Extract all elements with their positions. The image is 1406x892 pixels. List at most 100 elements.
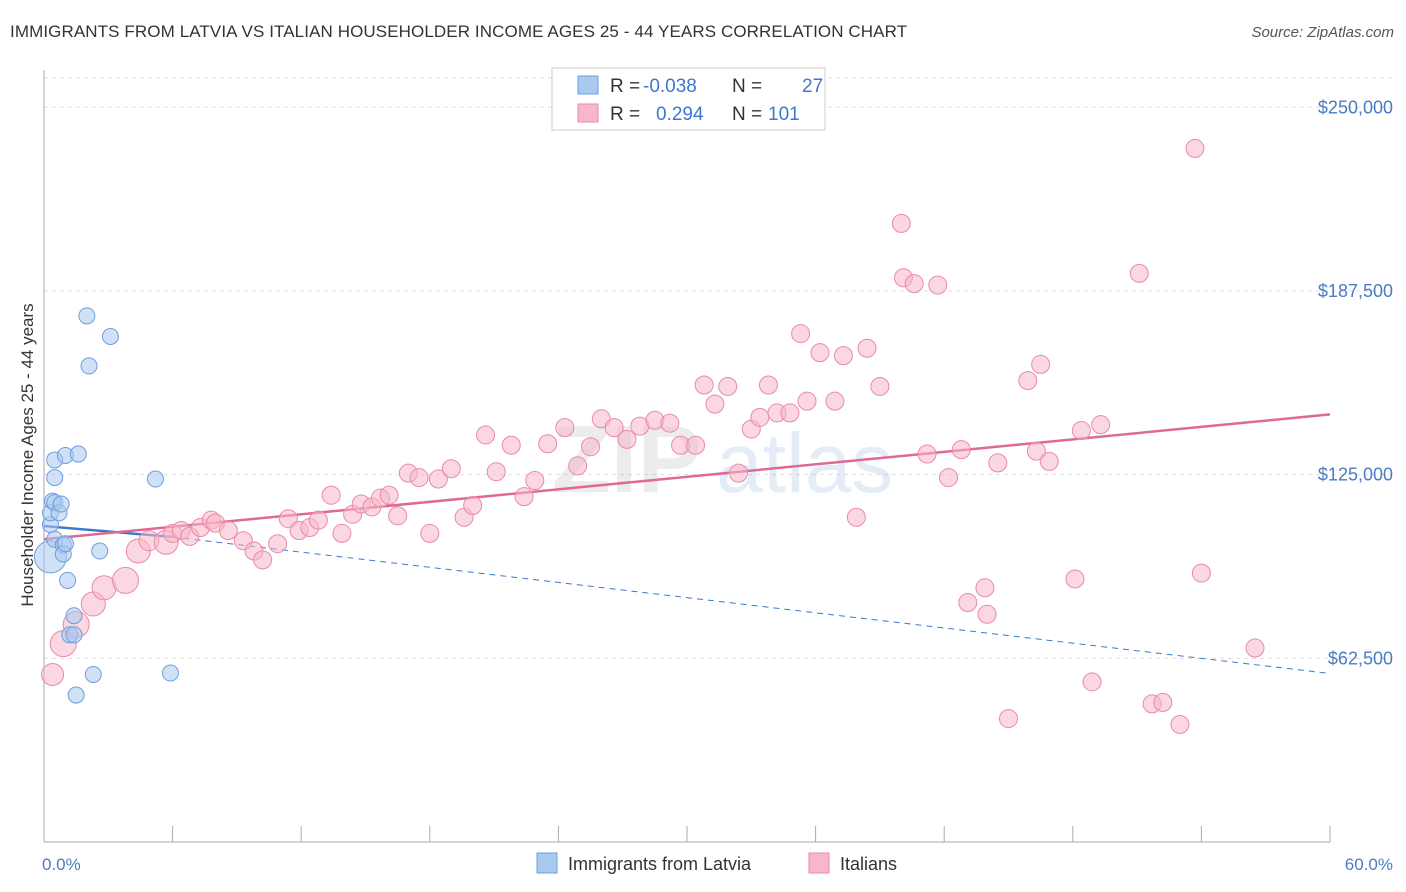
trend-line-dashed-0	[172, 536, 1326, 674]
italians-point	[1065, 569, 1085, 589]
italians-point	[958, 592, 978, 612]
italians-point	[486, 462, 506, 482]
y-tick-label: $187,500	[1318, 281, 1393, 301]
italians-point	[604, 418, 624, 438]
italians-point	[1082, 672, 1102, 692]
italians-point	[420, 523, 440, 543]
italians-point	[728, 463, 748, 483]
italians-point	[1153, 692, 1173, 712]
legend-n-value-2: 101	[768, 104, 800, 125]
italians-point	[686, 435, 706, 455]
data-points	[33, 138, 1265, 734]
italians-point	[797, 391, 817, 411]
italians-point	[870, 376, 890, 396]
y-tick-label: $125,000	[1318, 465, 1393, 485]
italians-point	[694, 375, 714, 395]
italians-point	[758, 375, 778, 395]
italians-point	[1039, 451, 1059, 471]
italians-point	[999, 709, 1018, 729]
italians-point	[846, 507, 866, 527]
legend-r-label-2: R =	[610, 104, 640, 125]
x-tick-labels: 0.0% 60.0%	[42, 855, 1393, 874]
legend-n-value-1: 27	[802, 76, 823, 97]
italians-point	[111, 566, 139, 594]
italians-point	[581, 437, 601, 457]
legend-r-value-1: -0.038	[643, 76, 697, 97]
italians-point	[428, 469, 448, 489]
italians-point	[1170, 714, 1190, 734]
italians-point	[514, 487, 534, 507]
legend-swatch-latvia	[577, 75, 599, 95]
italians-point	[379, 485, 399, 505]
italians-point	[568, 456, 588, 476]
italians-point	[308, 510, 328, 530]
italians-point	[388, 506, 408, 526]
italians-point	[555, 418, 575, 438]
x-tick-label-min: 0.0%	[42, 855, 81, 874]
y-tick-label: $62,500	[1328, 648, 1393, 668]
legend-r-label-1: R =	[610, 76, 640, 97]
italians-point	[1031, 354, 1051, 374]
italians-point	[321, 485, 341, 505]
bottom-legend-label-latvia: Immigrants from Latvia	[568, 854, 752, 874]
latvia-point	[65, 626, 83, 644]
italians-point	[525, 471, 545, 491]
italians-point	[718, 376, 738, 396]
italians-point	[1185, 138, 1205, 158]
italians-point	[1245, 638, 1265, 658]
italians-point	[268, 534, 288, 554]
italians-point	[951, 440, 971, 460]
italians-point	[441, 459, 461, 479]
legend-r-value-2: 0.294	[656, 104, 704, 125]
latvia-point	[52, 495, 70, 513]
italians-point	[1091, 415, 1111, 435]
latvia-point	[161, 664, 179, 682]
trend-line-1	[43, 413, 1331, 541]
latvia-point	[80, 357, 98, 375]
italians-point	[977, 604, 997, 624]
italians-point	[750, 407, 770, 427]
bottom-legend-label-italians: Italians	[840, 854, 897, 874]
italians-point	[938, 468, 958, 488]
italians-point	[660, 413, 680, 433]
italians-point	[41, 662, 65, 686]
italians-point	[891, 213, 911, 233]
italians-point	[791, 324, 811, 344]
italians-point	[780, 403, 800, 423]
latvia-point	[56, 535, 74, 553]
italians-point	[1071, 421, 1091, 441]
italians-point	[988, 453, 1008, 473]
italians-point	[332, 523, 352, 543]
latvia-point	[146, 470, 164, 488]
italians-point	[253, 550, 273, 570]
italians-point	[833, 346, 853, 366]
latvia-point	[101, 328, 119, 346]
italians-point	[917, 444, 937, 464]
italians-point	[409, 468, 429, 488]
italians-point	[218, 520, 238, 540]
italians-point	[1129, 263, 1149, 283]
italians-point	[476, 425, 496, 445]
italians-point	[975, 578, 995, 598]
italians-point	[928, 275, 948, 295]
italians-point	[857, 338, 877, 358]
italians-point	[538, 434, 558, 454]
chart-title: IMMIGRANTS FROM LATVIA VS ITALIAN HOUSEH…	[10, 22, 908, 41]
latvia-point	[78, 307, 96, 325]
y-tick-labels: $62,500 $125,000 $187,500 $250,000	[1318, 97, 1393, 668]
italians-point	[904, 274, 924, 294]
italians-point	[810, 343, 830, 363]
italians-point	[1018, 371, 1038, 391]
axes	[43, 70, 1331, 843]
latvia-point	[59, 571, 77, 589]
latvia-point	[46, 469, 64, 487]
italians-point	[705, 394, 725, 414]
x-tick-label-max: 60.0%	[1345, 855, 1393, 874]
italians-point	[1026, 441, 1046, 461]
y-axis-label: Householder Income Ages 25 - 44 years	[18, 303, 37, 606]
latvia-point	[65, 607, 83, 625]
legend-n-label-1: N =	[732, 76, 762, 97]
bottom-legend-swatch-latvia	[536, 852, 558, 874]
legend-box: R = -0.038 N = 27 R = 0.294 N = 101	[551, 67, 826, 131]
